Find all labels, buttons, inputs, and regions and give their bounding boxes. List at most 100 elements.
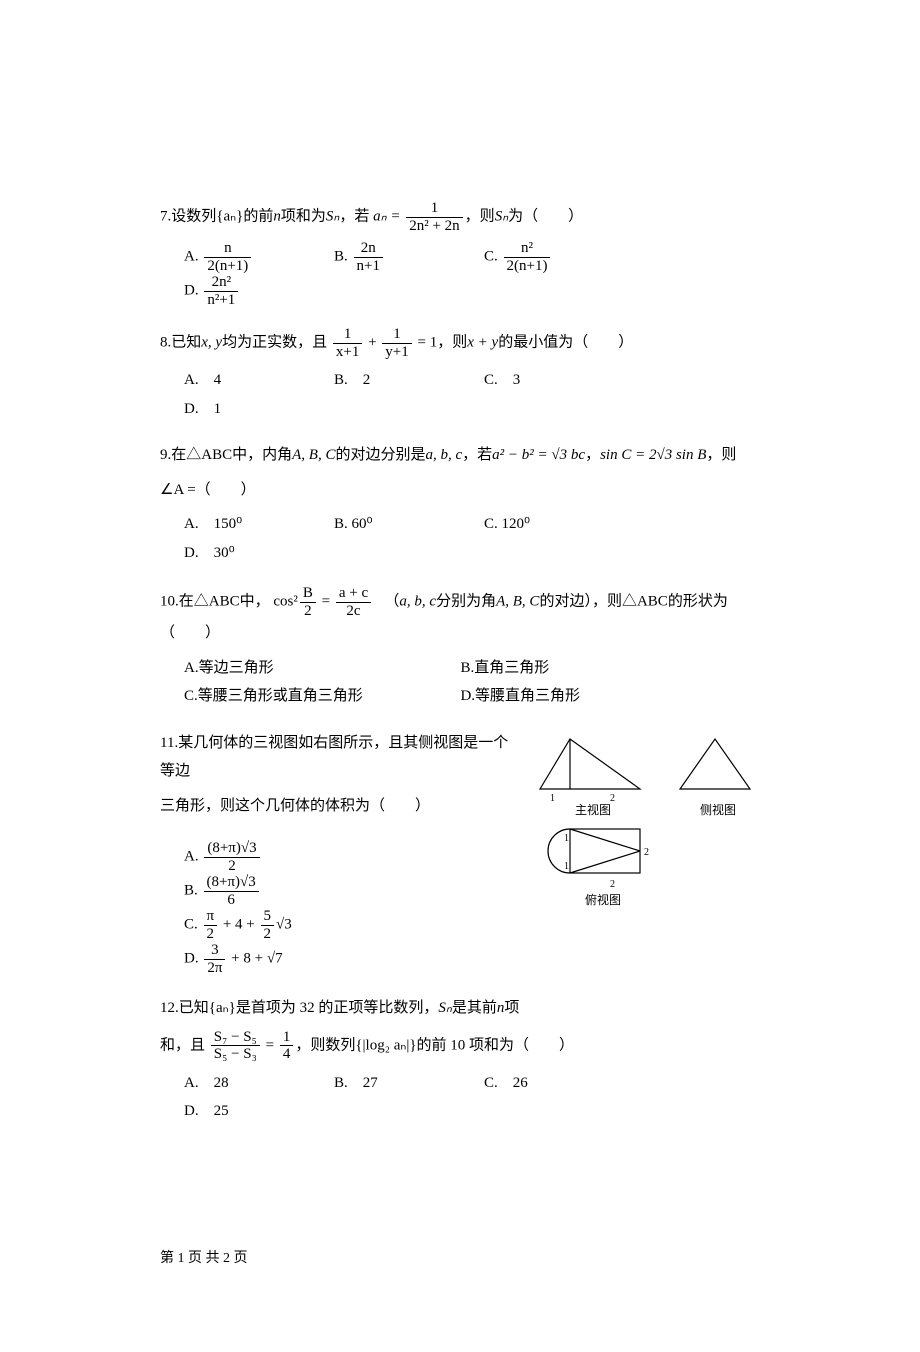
num: 1 — [382, 326, 411, 344]
q11-options: A. (8+π)√32 B. (8+π)√36 C. π2 + 4 + 52√3… — [184, 840, 520, 976]
q9-stem: 9.在△ABC中，内角A, B, C的对边分别是a, b, c，若a² − b²… — [160, 441, 760, 470]
den: n+1 — [354, 258, 383, 275]
q11-opt-c: C. π2 + 4 + 52√3 — [184, 908, 404, 942]
den: n²+1 — [204, 292, 238, 309]
tail: √3 — [276, 916, 292, 932]
q7-options: A. n2(n+1) B. 2nn+1 C. n²2(n+1) D. 2n²n²… — [184, 240, 760, 308]
text: ，则 — [437, 334, 467, 350]
abc: a, b, c — [399, 593, 436, 609]
sn: Sₙ — [326, 208, 339, 224]
num: 1 — [406, 200, 462, 218]
num: (8+π)√3 — [204, 874, 259, 892]
dim-2b: 2 — [644, 847, 649, 858]
text: 的前 10 项和为（ ） — [417, 1037, 575, 1053]
num: S₇ − S₅ — [211, 1029, 260, 1047]
den: 2 — [300, 603, 316, 620]
num: 1 — [280, 1029, 294, 1047]
dim-2c: 2 — [610, 879, 615, 890]
q8-opt-a: A. 4 — [184, 366, 334, 395]
plus: + — [364, 334, 380, 350]
den: 2 — [204, 858, 259, 875]
front-label: 主视图 — [575, 802, 611, 817]
text: 某几何体的三视图如右图所示，且其侧视图是一个等边 — [160, 735, 508, 780]
page-footer: 第 1 页 共 2 页 — [160, 1246, 760, 1273]
den: x+1 — [333, 344, 362, 361]
text: 设数列 — [171, 208, 216, 224]
num: B — [300, 585, 316, 603]
abc: a, b, c — [425, 447, 462, 463]
q12-opt-a: A. 28 — [184, 1069, 334, 1098]
xy: x, y — [201, 334, 222, 350]
q12-stem1: 12.已知{aₙ}是首项为 32 的正项等比数列，Sₙ是其前n项 — [160, 994, 760, 1023]
n: n — [273, 208, 281, 224]
num: 1 — [333, 326, 362, 344]
q12-stem2: 和，且 S₇ − S₅S₅ − S₃ = 14，则数列{|log₂ aₙ|}的前… — [160, 1029, 760, 1063]
q8-opt-c: C. 3 — [484, 366, 634, 395]
q7-opt-b: B. 2nn+1 — [334, 240, 484, 274]
num: 3 — [204, 942, 225, 960]
text: 的对边分别是 — [335, 447, 425, 463]
den: 2 — [261, 926, 275, 943]
rest: + 8 + √7 — [227, 950, 282, 966]
q12-opt-c: C. 26 — [484, 1069, 634, 1098]
q11-num: 11. — [160, 735, 178, 751]
den: 2 — [204, 926, 218, 943]
dim-1c: 1 — [564, 861, 569, 872]
text: 已知 — [171, 334, 201, 350]
log: {|log₂ aₙ|} — [355, 1037, 416, 1053]
label: B. — [184, 882, 198, 898]
text: 在 — [171, 447, 186, 463]
den: 4 — [280, 1046, 294, 1063]
q8-opt-d: D. 1 — [184, 395, 334, 424]
q9-opt-b: B. 60⁰ — [334, 510, 484, 539]
eq1: a² − b² = √3 bc — [492, 447, 585, 463]
cos2: cos² — [273, 593, 298, 609]
text: 的对边），则 — [539, 593, 622, 609]
text: 和，且 — [160, 1037, 205, 1053]
den: S₅ − S₃ — [211, 1046, 260, 1063]
top-label: 俯视图 — [585, 892, 621, 907]
q9-opt-d: D. 30⁰ — [184, 539, 334, 568]
text: 的最小值为（ ） — [498, 334, 633, 350]
tri: △ABC — [194, 593, 240, 609]
seq: {aₙ} — [209, 1000, 236, 1016]
sn: Sₙ — [438, 1000, 451, 1016]
num: 2n — [354, 240, 383, 258]
three-view-svg: 1 2 主视图 侧视图 1 1 2 2 俯视图 — [530, 729, 760, 909]
text: ，则 — [706, 447, 736, 463]
q10-opt-d: D.等腰直角三角形 — [460, 682, 736, 711]
q10-stem: 10.在△ABC中， cos²B2 = a + c2c （a, b, c分别为角… — [160, 585, 760, 648]
q12-num: 12. — [160, 1000, 179, 1016]
den: 2c — [336, 603, 371, 620]
rest: + 4 + — [219, 916, 258, 932]
label: A. — [184, 248, 199, 264]
q9-opt-c: C. 120⁰ — [484, 510, 634, 539]
text: 均为正实数，且 — [222, 334, 327, 350]
q11-opt-b: B. (8+π)√36 — [184, 874, 404, 908]
text: 项 — [504, 1000, 519, 1016]
question-10: 10.在△ABC中， cos²B2 = a + c2c （a, b, c分别为角… — [160, 585, 760, 711]
ABC: A, B, C — [496, 593, 539, 609]
den: y+1 — [382, 344, 411, 361]
num: 5 — [261, 908, 275, 926]
q7-opt-c: C. n²2(n+1) — [484, 240, 634, 274]
eq: = 1 — [414, 334, 437, 350]
q8-num: 8. — [160, 334, 171, 350]
ABC: A, B, C — [292, 447, 335, 463]
den: 2π — [204, 960, 225, 977]
tri2: △ABC — [622, 593, 668, 609]
an: aₙ = — [373, 208, 400, 224]
side-label: 侧视图 — [700, 802, 736, 817]
label: A. — [184, 848, 199, 864]
q11-opt-a: A. (8+π)√32 — [184, 840, 404, 874]
question-11: 1 2 主视图 侧视图 1 1 2 2 俯视图 11.某几何体的三视图如右图所示… — [160, 729, 760, 977]
text: 已知 — [179, 1000, 209, 1016]
question-7: 7.设数列{aₙ}的前n项和为Sₙ，若 aₙ = 1 2n² + 2n ，则Sₙ… — [160, 200, 760, 308]
den: 6 — [204, 892, 259, 909]
q7-num: 7. — [160, 208, 171, 224]
seq: {aₙ} — [216, 208, 243, 224]
q7-opt-d: D. 2n²n²+1 — [184, 274, 334, 308]
q10-opt-b: B.直角三角形 — [460, 654, 736, 683]
label: D. — [184, 282, 199, 298]
question-12: 12.已知{aₙ}是首项为 32 的正项等比数列，Sₙ是其前n项 和，且 S₇ … — [160, 994, 760, 1126]
